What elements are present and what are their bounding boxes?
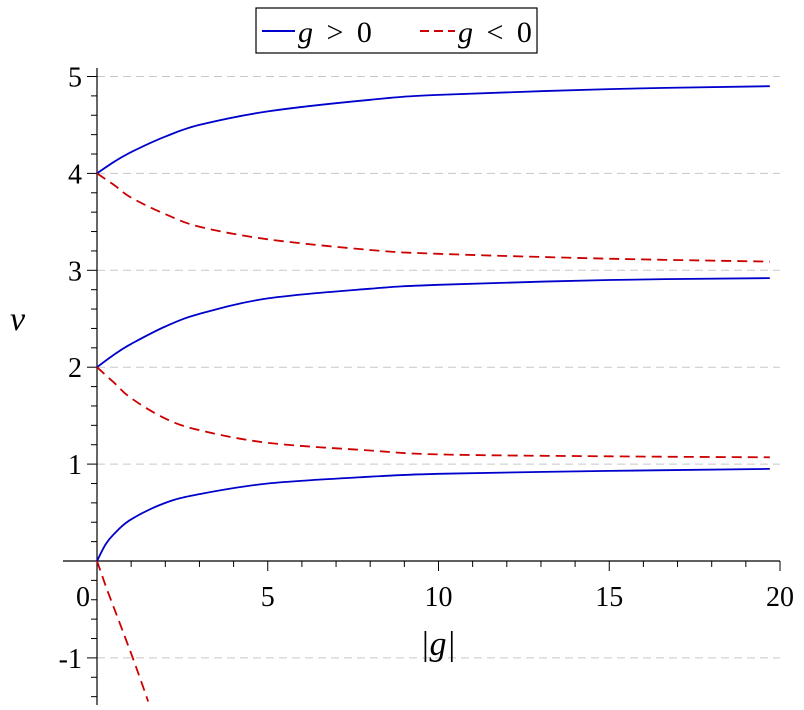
grid — [97, 76, 780, 659]
blue-solid-curve-2 — [96, 468, 770, 562]
legend-rel-negative: < — [487, 16, 504, 49]
x-tick-label: 15 — [595, 582, 623, 613]
blue-solid-curve-0 — [96, 85, 770, 175]
legend-label-positive: g > 0 — [298, 16, 372, 49]
y-tick-label: 4 — [68, 159, 82, 190]
x-tick-label: 0 — [76, 582, 90, 613]
legend-var-negative: g — [458, 16, 473, 49]
tick-labels: 0 5 10 15 20 -1 1 2 3 4 5 — [59, 63, 794, 675]
y-axis-label: ν — [10, 301, 26, 338]
series-group — [96, 85, 770, 702]
y-tick-label: -1 — [59, 644, 82, 675]
legend: g > 0 g < 0 — [255, 7, 538, 54]
y-tick-label: 1 — [68, 450, 82, 481]
legend-label-negative: g < 0 — [458, 16, 532, 49]
legend-rel-positive: > — [327, 16, 344, 49]
x-tick-label: 5 — [261, 582, 275, 613]
blue-solid-curve-1 — [96, 277, 770, 368]
red-dashed-curve-4 — [96, 366, 770, 459]
legend-box — [255, 7, 538, 54]
x-tick-label: 10 — [425, 582, 453, 613]
y-tick-label: 3 — [68, 256, 82, 287]
y-tick-label: 2 — [68, 353, 82, 384]
legend-val-positive: 0 — [357, 16, 372, 49]
x-tick-label: 20 — [766, 582, 794, 613]
legend-var-positive: g — [298, 16, 313, 49]
legend-val-negative: 0 — [517, 16, 532, 49]
axes — [63, 68, 781, 705]
y-tick-label: 5 — [68, 63, 82, 94]
red-dashed-curve-3 — [96, 172, 770, 263]
x-axis-label: |g| — [420, 626, 456, 663]
red-dashed-curve-5 — [96, 560, 150, 702]
